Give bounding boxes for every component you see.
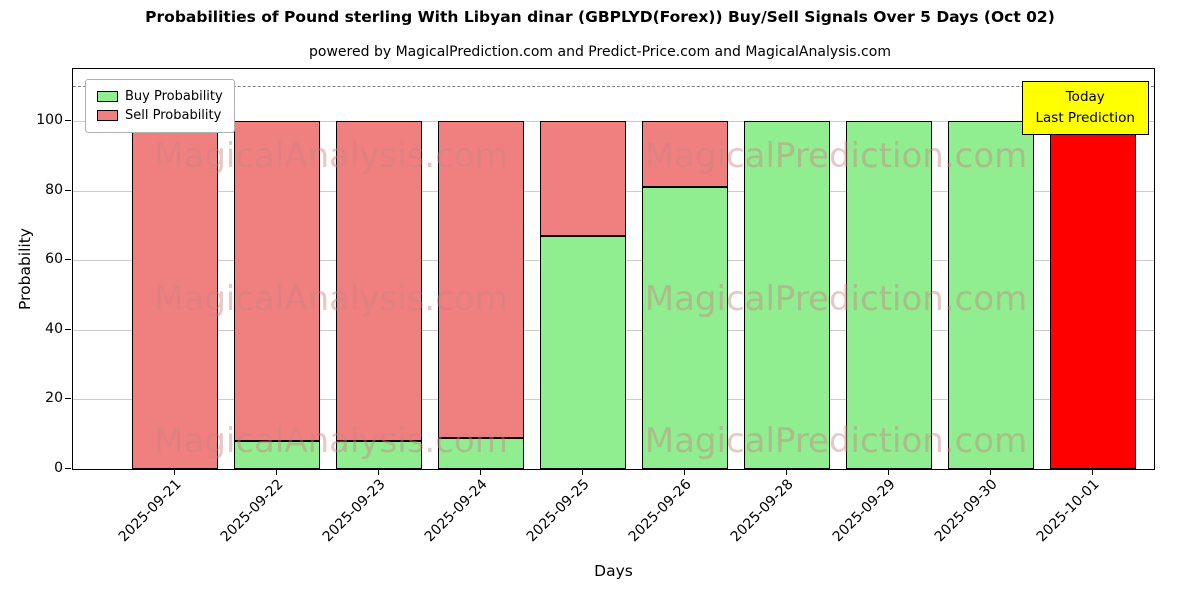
bar-segment-sell — [437, 121, 524, 438]
x-tick-mark — [683, 469, 685, 475]
x-tick-label: 2025-09-26 — [625, 476, 695, 546]
x-tick-mark — [887, 469, 889, 475]
bar-segment-buy — [743, 121, 830, 469]
y-tick-mark — [65, 120, 71, 122]
x-tick-label: 2025-09-24 — [421, 476, 491, 546]
today-annotation: Today Last Prediction — [1021, 81, 1149, 135]
bar-segment-buy — [335, 441, 422, 469]
y-tick-mark — [65, 398, 71, 400]
bar-segment-buy — [539, 235, 626, 469]
annotation-line-1: Today — [1065, 89, 1105, 105]
x-tick-mark — [1091, 469, 1093, 475]
y-tick-label: 80 — [45, 181, 63, 198]
legend: Buy Probability Sell Probability — [85, 79, 235, 133]
y-tick-label: 100 — [36, 112, 63, 129]
y-tick-mark — [65, 328, 71, 330]
y-tick-label: 20 — [45, 390, 63, 407]
x-tick-mark — [479, 469, 481, 475]
x-tick-label: 2025-09-23 — [319, 476, 389, 546]
legend-swatch-buy — [97, 91, 118, 102]
legend-label: Sell Probability — [125, 108, 222, 123]
y-tick-mark — [65, 468, 71, 469]
bar-segment-buy — [947, 121, 1034, 469]
bar-segment-last-prediction — [1049, 121, 1136, 469]
bar-segment-buy — [437, 437, 524, 469]
x-tick-mark — [581, 469, 583, 475]
y-tick-mark — [65, 259, 71, 261]
legend-label: Buy Probability — [125, 89, 223, 104]
x-tick-mark — [173, 469, 175, 475]
y-axis-label: Probability — [16, 228, 34, 310]
y-tick-label: 60 — [45, 251, 63, 268]
x-tick-mark — [989, 469, 991, 475]
x-tick-label: 2025-09-22 — [217, 476, 287, 546]
legend-item: Buy Probability — [97, 87, 223, 106]
chart-subtitle: powered by MagicalPrediction.com and Pre… — [309, 44, 891, 60]
y-tick-mark — [65, 189, 71, 191]
x-tick-label: 2025-09-28 — [727, 476, 797, 546]
legend-item: Sell Probability — [97, 106, 223, 125]
bar-segment-buy — [641, 187, 728, 469]
x-tick-label: 2025-09-21 — [115, 476, 185, 546]
x-tick-label: 2025-09-29 — [829, 476, 899, 546]
bar-segment-sell — [641, 121, 728, 188]
x-tick-label: 2025-09-25 — [523, 476, 593, 546]
legend-swatch-sell — [97, 110, 118, 121]
bar-segment-buy — [233, 441, 320, 469]
bar-segment-sell — [335, 121, 422, 442]
bar-segment-sell — [539, 121, 626, 236]
x-tick-mark — [275, 469, 277, 475]
plot-area: Buy Probability Sell Probability Today La… — [72, 68, 1155, 470]
x-tick-label: 2025-10-01 — [1033, 476, 1103, 546]
dashed-threshold-line — [73, 86, 1154, 88]
x-axis-label: Days — [594, 562, 633, 580]
chart-title: Probabilities of Pound sterling With Lib… — [145, 8, 1055, 26]
bar-segment-buy — [845, 121, 932, 469]
x-tick-mark — [377, 469, 379, 475]
x-tick-label: 2025-09-30 — [931, 476, 1001, 546]
annotation-line-2: Last Prediction — [1035, 109, 1135, 126]
y-tick-label: 40 — [45, 320, 63, 337]
x-tick-mark — [785, 469, 787, 475]
bar-segment-sell — [233, 121, 320, 442]
bar-segment-sell — [131, 121, 218, 469]
y-tick-label: 0 — [54, 460, 63, 476]
